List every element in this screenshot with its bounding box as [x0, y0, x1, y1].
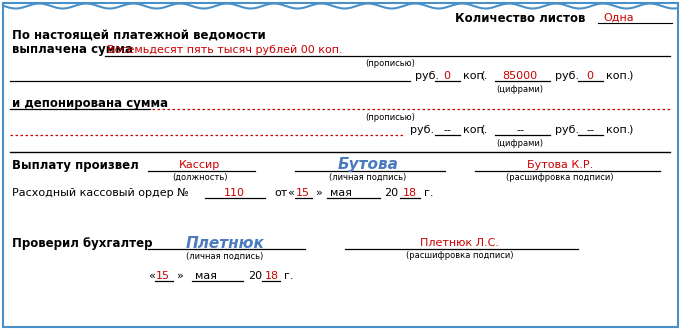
Text: «: «: [148, 271, 155, 281]
Text: коп.: коп.: [463, 125, 488, 135]
Text: Кассир: Кассир: [179, 160, 221, 170]
Text: --: --: [516, 125, 524, 135]
Text: (прописью): (прописью): [365, 114, 415, 122]
Text: Плетнюк: Плетнюк: [185, 236, 264, 250]
Text: мая: мая: [195, 271, 217, 281]
Text: 110: 110: [223, 188, 244, 198]
Text: руб.: руб.: [555, 71, 579, 81]
Text: коп.: коп.: [463, 71, 488, 81]
Text: Бутова К.Р.: Бутова К.Р.: [527, 160, 593, 170]
Text: 15: 15: [296, 188, 310, 198]
Text: (личная подпись): (личная подпись): [187, 251, 264, 260]
Text: 20: 20: [248, 271, 262, 281]
Text: 20: 20: [384, 188, 398, 198]
Text: и депонирована сумма: и депонирована сумма: [12, 96, 168, 110]
Text: 18: 18: [265, 271, 279, 281]
Text: (расшифровка подписи): (расшифровка подписи): [407, 251, 513, 260]
Text: коп.: коп.: [606, 71, 631, 81]
Text: 15: 15: [156, 271, 170, 281]
Text: Выплату произвел: Выплату произвел: [12, 158, 139, 172]
Text: (должность): (должность): [172, 173, 227, 182]
Text: (цифрами): (цифрами): [496, 139, 543, 148]
Text: выплачена сумма: выплачена сумма: [12, 44, 133, 56]
Text: руб.: руб.: [410, 125, 434, 135]
Text: Количество листов: Количество листов: [455, 12, 586, 24]
Text: По настоящей платежной ведомости: По настоящей платежной ведомости: [12, 28, 266, 42]
Text: (личная подпись): (личная подпись): [330, 173, 407, 182]
Text: Проверил бухгалтер: Проверил бухгалтер: [12, 237, 153, 249]
Text: 85000: 85000: [503, 71, 537, 81]
Text: 0: 0: [586, 71, 594, 81]
Text: Восемьдесят пять тысяч рублей 00 коп.: Восемьдесят пять тысяч рублей 00 коп.: [107, 45, 343, 55]
Text: г.: г.: [424, 188, 434, 198]
Text: (расшифровка подписи): (расшифровка подписи): [506, 173, 614, 182]
Text: »: »: [177, 271, 184, 281]
Text: Плетнюк Л.С.: Плетнюк Л.С.: [420, 238, 499, 248]
Text: »: »: [316, 188, 323, 198]
Text: --: --: [443, 125, 451, 135]
Text: мая: мая: [330, 188, 352, 198]
Text: (прописью): (прописью): [365, 59, 415, 69]
Text: руб.: руб.: [555, 125, 579, 135]
Text: --: --: [586, 125, 594, 135]
Text: (: (: [481, 71, 486, 81]
Text: 18: 18: [403, 188, 417, 198]
Text: «: «: [287, 188, 294, 198]
Text: (цифрами): (цифрами): [496, 84, 543, 93]
Text: коп.: коп.: [606, 125, 631, 135]
Text: Расходный кассовый ордер №: Расходный кассовый ордер №: [12, 188, 189, 198]
Text: ): ): [628, 71, 633, 81]
Text: ): ): [628, 125, 633, 135]
Text: Одна: Одна: [603, 13, 633, 23]
Text: 0: 0: [443, 71, 451, 81]
Text: Бутова: Бутова: [338, 157, 398, 173]
Text: от: от: [274, 188, 287, 198]
Text: руб.: руб.: [415, 71, 439, 81]
Text: (: (: [481, 125, 486, 135]
Text: г.: г.: [284, 271, 294, 281]
